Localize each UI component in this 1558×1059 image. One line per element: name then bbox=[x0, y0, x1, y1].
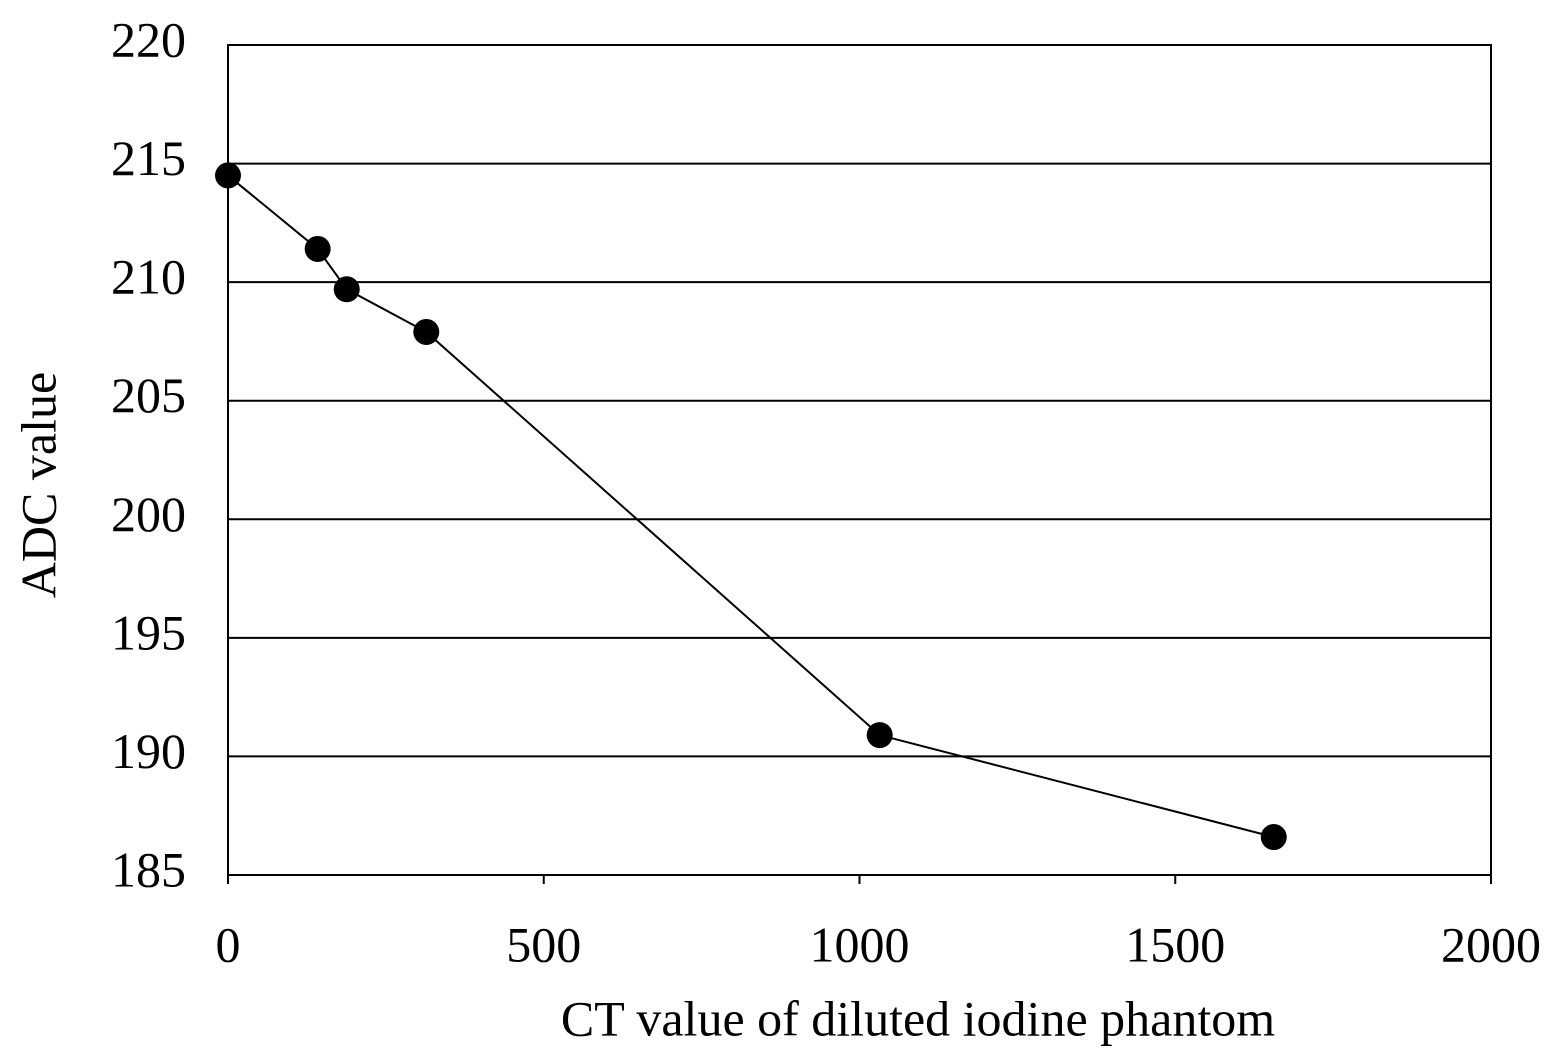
data-point bbox=[215, 162, 241, 189]
x-tick-label: 2000 bbox=[1441, 916, 1541, 972]
y-tick-label: 195 bbox=[111, 604, 186, 660]
data-point bbox=[304, 235, 331, 262]
y-tick-label: 200 bbox=[111, 486, 186, 542]
series-line bbox=[227, 174, 1275, 839]
data-point bbox=[1260, 824, 1287, 851]
y-tick-label: 190 bbox=[111, 723, 186, 779]
x-axis-label: CT value of diluted iodine phantom bbox=[561, 990, 1275, 1046]
x-tick-label: 500 bbox=[506, 916, 581, 972]
plot-frame bbox=[227, 44, 1492, 876]
y-axis-label: ADC value bbox=[10, 372, 66, 598]
data-point bbox=[333, 276, 360, 303]
y-tick-label: 205 bbox=[111, 367, 186, 423]
y-tick-label: 215 bbox=[111, 130, 186, 186]
y-tick-label: 185 bbox=[111, 841, 186, 897]
data-point bbox=[413, 318, 440, 345]
y-tick-label: 220 bbox=[111, 11, 186, 67]
data-point bbox=[866, 722, 893, 749]
x-tick-label: 0 bbox=[216, 916, 241, 972]
x-tick-label: 1000 bbox=[810, 916, 910, 972]
x-tick-label: 1500 bbox=[1125, 916, 1225, 972]
y-tick-label: 210 bbox=[111, 249, 186, 305]
